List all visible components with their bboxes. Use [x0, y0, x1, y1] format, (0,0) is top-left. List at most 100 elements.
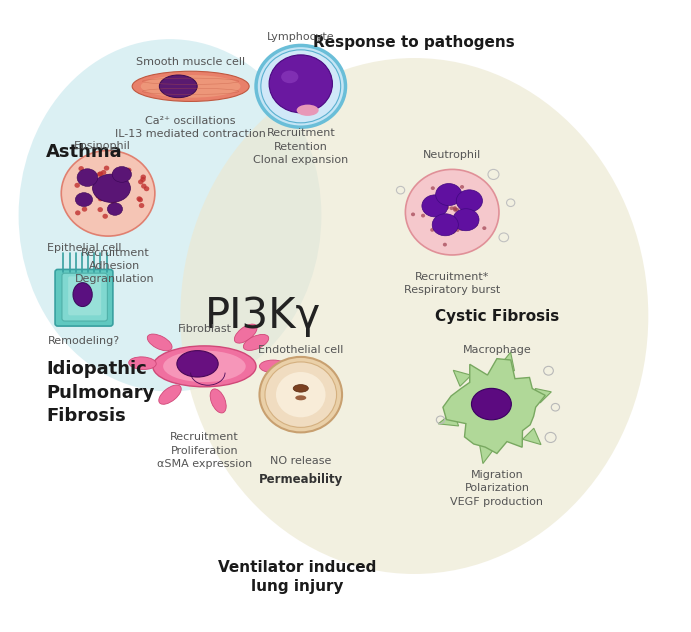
Circle shape	[466, 212, 470, 216]
Ellipse shape	[77, 169, 97, 186]
Circle shape	[101, 176, 106, 181]
Circle shape	[139, 203, 144, 208]
Ellipse shape	[112, 167, 131, 182]
FancyBboxPatch shape	[62, 273, 107, 321]
Text: Eosinophil: Eosinophil	[74, 141, 131, 151]
Circle shape	[445, 205, 449, 209]
Text: Ventilator induced
lung injury: Ventilator induced lung injury	[218, 561, 377, 594]
Circle shape	[421, 214, 425, 217]
Text: Recruitment
Proliferation
αSMA expression: Recruitment Proliferation αSMA expressio…	[157, 432, 252, 469]
Text: Idiopathic
Pulmonary
Fibrosis: Idiopathic Pulmonary Fibrosis	[46, 360, 155, 425]
Circle shape	[430, 228, 435, 232]
Circle shape	[136, 197, 142, 202]
Text: Lymphocyte: Lymphocyte	[267, 32, 334, 42]
Circle shape	[104, 166, 109, 171]
Circle shape	[472, 207, 476, 210]
Text: Macrophage: Macrophage	[462, 345, 531, 355]
Circle shape	[454, 220, 458, 224]
Circle shape	[102, 214, 108, 219]
Circle shape	[442, 224, 446, 228]
Text: PI3Kγ: PI3Kγ	[205, 295, 321, 337]
Circle shape	[138, 179, 144, 185]
Circle shape	[460, 203, 464, 207]
Circle shape	[437, 224, 442, 228]
Circle shape	[455, 228, 460, 232]
Polygon shape	[522, 428, 541, 444]
Ellipse shape	[132, 71, 249, 101]
Circle shape	[426, 200, 430, 204]
Ellipse shape	[293, 385, 308, 392]
Ellipse shape	[147, 334, 172, 351]
FancyArrowPatch shape	[451, 196, 466, 200]
Ellipse shape	[210, 389, 226, 413]
Circle shape	[406, 169, 499, 255]
Circle shape	[144, 186, 149, 191]
Circle shape	[460, 185, 464, 189]
Circle shape	[138, 197, 143, 202]
Circle shape	[99, 196, 104, 201]
Ellipse shape	[93, 174, 131, 202]
Ellipse shape	[453, 209, 479, 231]
Circle shape	[460, 227, 464, 231]
Circle shape	[101, 170, 106, 175]
Ellipse shape	[107, 203, 122, 216]
Circle shape	[97, 207, 103, 212]
Ellipse shape	[177, 351, 218, 377]
Circle shape	[447, 229, 451, 233]
Ellipse shape	[141, 75, 240, 98]
Ellipse shape	[456, 190, 482, 212]
Text: Recruitment
Retention
Clonal expansion: Recruitment Retention Clonal expansion	[253, 128, 348, 165]
Circle shape	[482, 226, 486, 230]
Circle shape	[121, 177, 126, 182]
Circle shape	[97, 197, 103, 202]
Polygon shape	[480, 444, 495, 463]
Ellipse shape	[19, 39, 321, 391]
Circle shape	[95, 193, 101, 198]
Polygon shape	[536, 389, 551, 403]
Circle shape	[140, 177, 146, 182]
Circle shape	[446, 189, 451, 193]
Circle shape	[95, 183, 101, 188]
Text: Asthma: Asthma	[46, 143, 123, 161]
Circle shape	[111, 184, 116, 189]
Circle shape	[445, 197, 449, 201]
Circle shape	[434, 202, 438, 206]
Ellipse shape	[260, 360, 287, 373]
Circle shape	[140, 174, 146, 179]
Circle shape	[453, 207, 457, 211]
Circle shape	[75, 183, 80, 188]
Circle shape	[61, 150, 155, 236]
Ellipse shape	[153, 346, 256, 387]
Circle shape	[97, 171, 103, 176]
Circle shape	[468, 210, 472, 214]
Circle shape	[476, 197, 480, 201]
Circle shape	[97, 172, 102, 177]
FancyArrowPatch shape	[466, 204, 468, 217]
Ellipse shape	[243, 334, 269, 350]
Circle shape	[256, 46, 346, 127]
Ellipse shape	[432, 214, 458, 236]
Circle shape	[114, 186, 120, 191]
Circle shape	[82, 207, 87, 212]
Ellipse shape	[435, 183, 462, 205]
Circle shape	[269, 55, 332, 112]
Ellipse shape	[163, 351, 246, 382]
Circle shape	[465, 193, 469, 197]
Circle shape	[109, 183, 115, 188]
Circle shape	[103, 185, 108, 190]
Circle shape	[111, 200, 116, 205]
Circle shape	[455, 208, 459, 212]
Circle shape	[112, 171, 117, 176]
Text: Recruitment*
Respiratory burst: Recruitment* Respiratory burst	[404, 272, 500, 295]
Circle shape	[453, 208, 457, 212]
Ellipse shape	[295, 395, 306, 400]
Polygon shape	[438, 411, 459, 426]
Ellipse shape	[160, 75, 197, 98]
Text: Remodeling?: Remodeling?	[48, 336, 120, 346]
Circle shape	[75, 210, 81, 216]
Circle shape	[474, 222, 478, 226]
Circle shape	[435, 199, 439, 203]
FancyArrowPatch shape	[448, 220, 463, 224]
Ellipse shape	[180, 58, 648, 574]
Ellipse shape	[296, 104, 319, 116]
